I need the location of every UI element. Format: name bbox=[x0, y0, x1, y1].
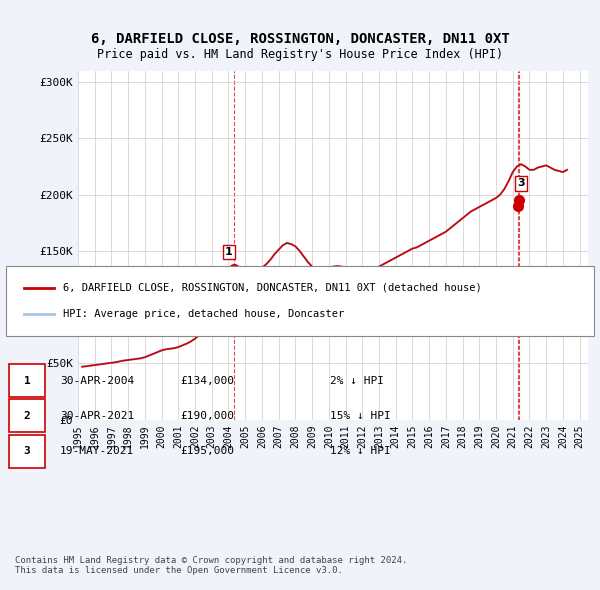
Text: 6, DARFIELD CLOSE, ROSSINGTON, DONCASTER, DN11 0XT (detached house): 6, DARFIELD CLOSE, ROSSINGTON, DONCASTER… bbox=[63, 283, 482, 293]
Text: 2: 2 bbox=[23, 411, 31, 421]
Text: 3: 3 bbox=[23, 447, 31, 456]
Text: £195,000: £195,000 bbox=[180, 447, 234, 456]
Text: £190,000: £190,000 bbox=[180, 411, 234, 421]
Text: 1: 1 bbox=[225, 247, 233, 257]
Text: Contains HM Land Registry data © Crown copyright and database right 2024.
This d: Contains HM Land Registry data © Crown c… bbox=[15, 556, 407, 575]
Text: 12% ↓ HPI: 12% ↓ HPI bbox=[330, 447, 391, 456]
Text: 3: 3 bbox=[517, 178, 524, 188]
Text: Price paid vs. HM Land Registry's House Price Index (HPI): Price paid vs. HM Land Registry's House … bbox=[97, 48, 503, 61]
Text: HPI: Average price, detached house, Doncaster: HPI: Average price, detached house, Donc… bbox=[63, 309, 344, 319]
Text: 6, DARFIELD CLOSE, ROSSINGTON, DONCASTER, DN11 0XT: 6, DARFIELD CLOSE, ROSSINGTON, DONCASTER… bbox=[91, 32, 509, 47]
Text: 1: 1 bbox=[23, 376, 31, 385]
Text: 30-APR-2004: 30-APR-2004 bbox=[60, 376, 134, 385]
Text: 19-MAY-2021: 19-MAY-2021 bbox=[60, 447, 134, 456]
Text: 30-APR-2021: 30-APR-2021 bbox=[60, 411, 134, 421]
Text: £134,000: £134,000 bbox=[180, 376, 234, 385]
Text: 15% ↓ HPI: 15% ↓ HPI bbox=[330, 411, 391, 421]
Text: 2% ↓ HPI: 2% ↓ HPI bbox=[330, 376, 384, 385]
